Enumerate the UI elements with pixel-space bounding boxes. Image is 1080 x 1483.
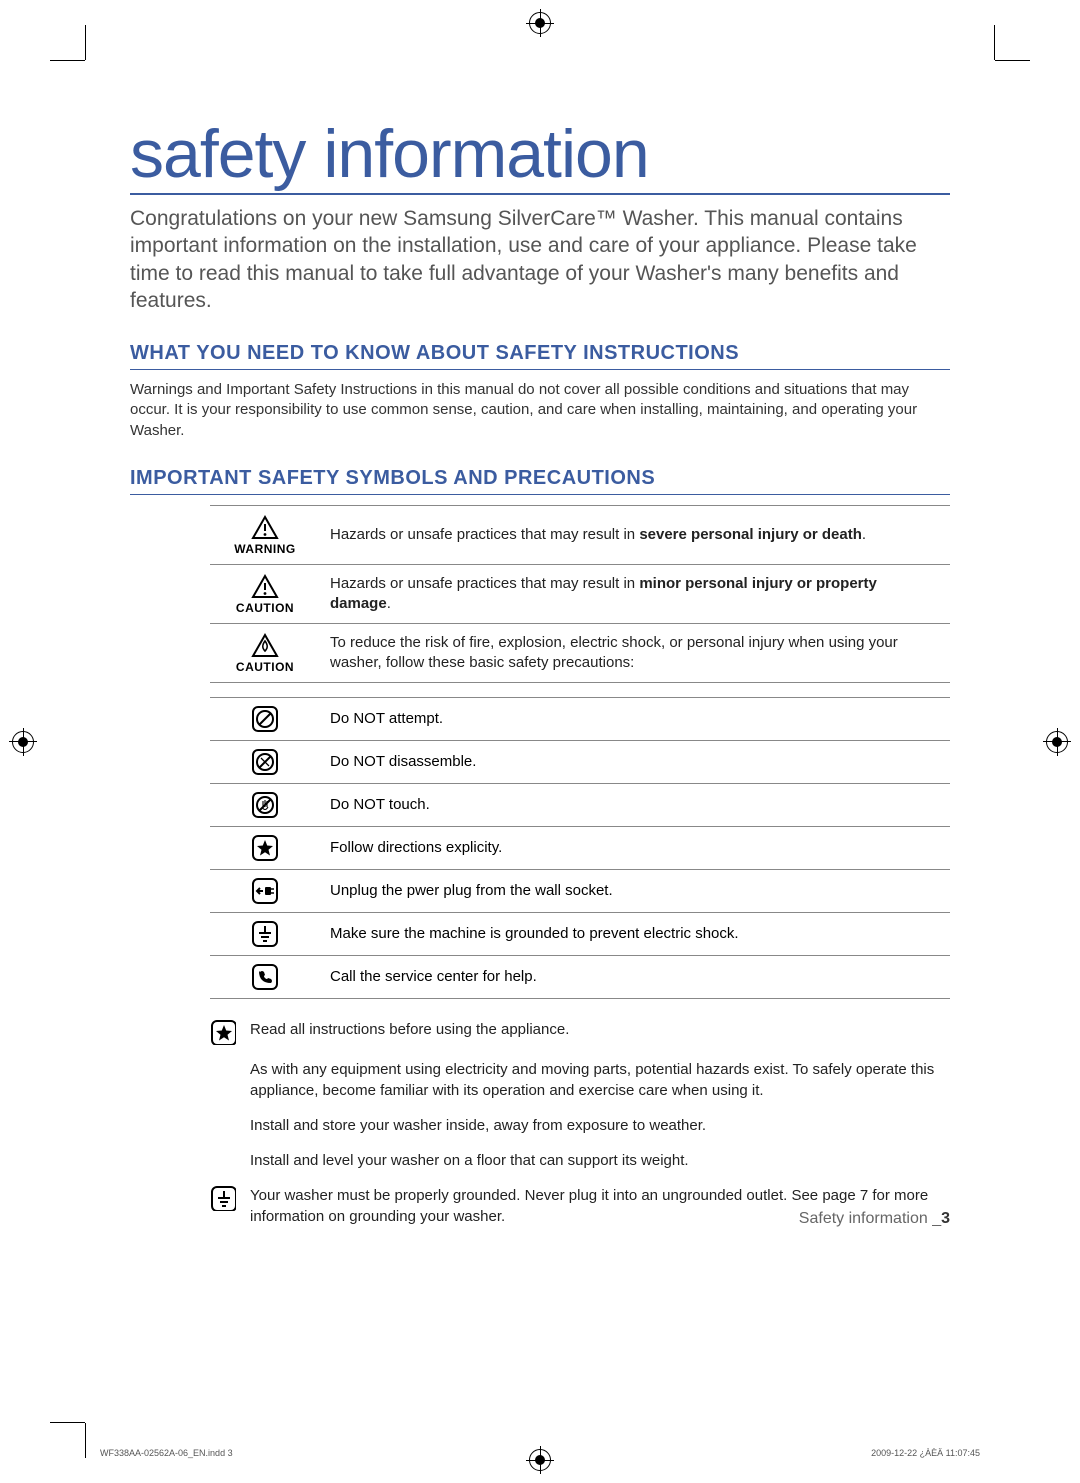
table-row: Do NOT attempt. <box>210 697 950 740</box>
icon-meanings-table: Do NOT attempt. Do NOT disassemble. Do N… <box>210 697 950 999</box>
crop-mark <box>994 25 995 60</box>
imprint-timestamp: 2009-12-22 ¿ÀÈÄ 11:07:45 <box>871 1448 980 1458</box>
do-not-attempt-icon <box>251 710 279 727</box>
symbol-label: WARNING <box>220 542 310 556</box>
unplug-icon <box>251 882 279 899</box>
page-footer-label: Safety information _3 <box>799 1210 950 1228</box>
do-not-disassemble-icon <box>251 753 279 770</box>
symbol-cell: CAUTION <box>210 564 320 623</box>
note-row: Install and store your washer inside, aw… <box>210 1115 950 1136</box>
note-spacer <box>210 1115 238 1136</box>
registration-mark-icon <box>1046 731 1068 753</box>
note-text: Install and store your washer inside, aw… <box>250 1115 950 1136</box>
fire-triangle-icon <box>251 632 279 658</box>
registration-mark-icon <box>12 731 34 753</box>
table-row: Make sure the machine is grounded to pre… <box>210 912 950 955</box>
imprint-file: WF338AA-02562A-06_EN.indd 3 <box>100 1448 233 1458</box>
warning-triangle-icon <box>251 573 279 599</box>
note-row: As with any equipment using electricity … <box>210 1059 950 1101</box>
crop-mark <box>85 1423 86 1458</box>
crop-mark <box>50 1422 85 1423</box>
note-spacer <box>210 1059 238 1101</box>
table-row: Unplug the pwer plug from the wall socke… <box>210 869 950 912</box>
page-content: safety information Congratulations on yo… <box>130 115 950 1241</box>
notes-block: Read all instructions before using the a… <box>210 1019 950 1227</box>
table-row: Follow directions explicity. <box>210 826 950 869</box>
note-row: Read all instructions before using the a… <box>210 1019 950 1045</box>
note-text: Install and level your washer on a floor… <box>250 1150 950 1171</box>
ground-icon <box>210 1185 238 1227</box>
symbol-cell: CAUTION <box>210 623 320 682</box>
note-text: Read all instructions before using the a… <box>250 1019 950 1045</box>
page-title: safety information <box>130 115 950 195</box>
icon-description: Do NOT touch. <box>320 783 950 826</box>
table-row: CAUTION To reduce the risk of fire, expl… <box>210 623 950 682</box>
imprint-footer: WF338AA-02562A-06_EN.indd 3 2009-12-22 ¿… <box>100 1448 980 1458</box>
crop-mark <box>995 60 1030 61</box>
icon-cell <box>210 697 320 740</box>
star-follow-directions-icon <box>210 1019 238 1045</box>
symbol-definitions-table: WARNING Hazards or unsafe practices that… <box>210 505 950 683</box>
crop-mark <box>85 25 86 60</box>
intro-paragraph: Congratulations on your new Samsung Silv… <box>130 205 950 314</box>
icon-cell <box>210 869 320 912</box>
table-row: Call the service center for help. <box>210 955 950 998</box>
table-row: Do NOT touch. <box>210 783 950 826</box>
icon-cell <box>210 826 320 869</box>
section-heading-symbols: IMPORTANT SAFETY SYMBOLS AND PRECAUTIONS <box>130 467 950 495</box>
symbol-description: To reduce the risk of fire, explosion, e… <box>320 623 950 682</box>
icon-cell <box>210 740 320 783</box>
icon-description: Make sure the machine is grounded to pre… <box>320 912 950 955</box>
icon-description: Do NOT attempt. <box>320 697 950 740</box>
registration-mark-icon <box>529 12 551 34</box>
table-row: CAUTION Hazards or unsafe practices that… <box>210 564 950 623</box>
star-follow-directions-icon <box>251 839 279 856</box>
symbol-label: CAUTION <box>220 660 310 674</box>
phone-service-icon <box>251 968 279 985</box>
icon-cell <box>210 912 320 955</box>
symbol-description: Hazards or unsafe practices that may res… <box>320 505 950 564</box>
note-row: Install and level your washer on a floor… <box>210 1150 950 1171</box>
symbol-cell: WARNING <box>210 505 320 564</box>
icon-cell <box>210 955 320 998</box>
crop-mark <box>50 60 85 61</box>
page-number: 3 <box>941 1210 950 1227</box>
icon-description: Follow directions explicity. <box>320 826 950 869</box>
table-row: Do NOT disassemble. <box>210 740 950 783</box>
icon-cell <box>210 783 320 826</box>
symbol-label: CAUTION <box>220 601 310 615</box>
table-row: WARNING Hazards or unsafe practices that… <box>210 505 950 564</box>
note-text: As with any equipment using electricity … <box>250 1059 950 1101</box>
note-spacer <box>210 1150 238 1171</box>
symbol-description: Hazards or unsafe practices that may res… <box>320 564 950 623</box>
section-heading-what-you-need: WHAT YOU NEED TO KNOW ABOUT SAFETY INSTR… <box>130 342 950 370</box>
ground-icon <box>251 925 279 942</box>
warning-triangle-icon <box>251 514 279 540</box>
icon-description: Do NOT disassemble. <box>320 740 950 783</box>
do-not-touch-icon <box>251 796 279 813</box>
section-body: Warnings and Important Safety Instructio… <box>130 380 950 441</box>
icon-description: Call the service center for help. <box>320 955 950 998</box>
icon-description: Unplug the pwer plug from the wall socke… <box>320 869 950 912</box>
